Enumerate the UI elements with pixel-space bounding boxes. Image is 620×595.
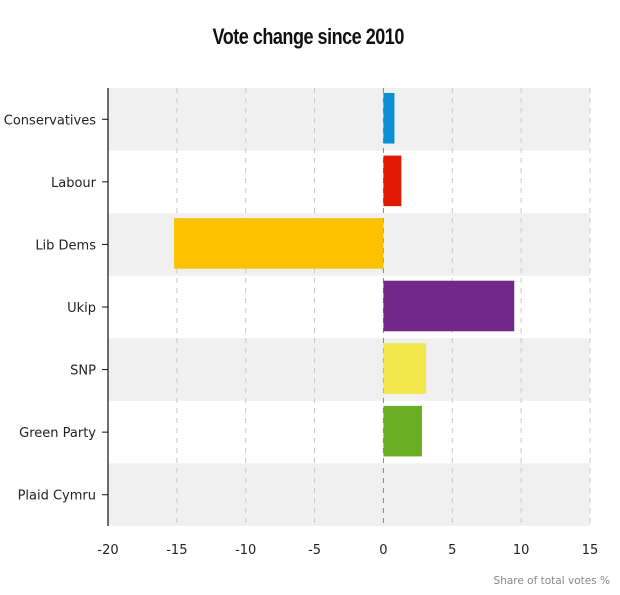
x-tick-label: 5 bbox=[448, 543, 456, 558]
chart-title: Vote change since 2010 bbox=[212, 24, 405, 49]
bar-ukip bbox=[383, 280, 515, 332]
x-tick-label: 15 bbox=[582, 543, 599, 558]
x-tick-label: 10 bbox=[513, 543, 530, 558]
category-label: Green Party bbox=[19, 426, 96, 441]
x-tick-label: -10 bbox=[235, 543, 256, 558]
x-axis-title: Share of total votes % bbox=[494, 575, 610, 587]
category-label: Ukip bbox=[67, 301, 96, 316]
category-label: Plaid Cymru bbox=[18, 489, 96, 504]
x-tick-label: -5 bbox=[308, 543, 321, 558]
bar-labour bbox=[383, 155, 402, 207]
row-band bbox=[108, 338, 590, 401]
row-band bbox=[108, 88, 590, 151]
x-tick-label: 0 bbox=[379, 543, 387, 558]
x-tick-label: -20 bbox=[97, 543, 118, 558]
category-label: Lib Dems bbox=[35, 238, 96, 253]
category-label: Conservatives bbox=[4, 113, 96, 128]
row-band bbox=[108, 463, 590, 526]
category-label: SNP bbox=[70, 364, 96, 379]
bar-conservatives bbox=[383, 93, 395, 144]
bar-snp bbox=[383, 343, 427, 394]
x-tick-label: -15 bbox=[166, 543, 187, 558]
bar-green-party bbox=[383, 405, 422, 457]
category-label: Labour bbox=[51, 176, 97, 191]
bar-lib-dems bbox=[174, 218, 384, 269]
